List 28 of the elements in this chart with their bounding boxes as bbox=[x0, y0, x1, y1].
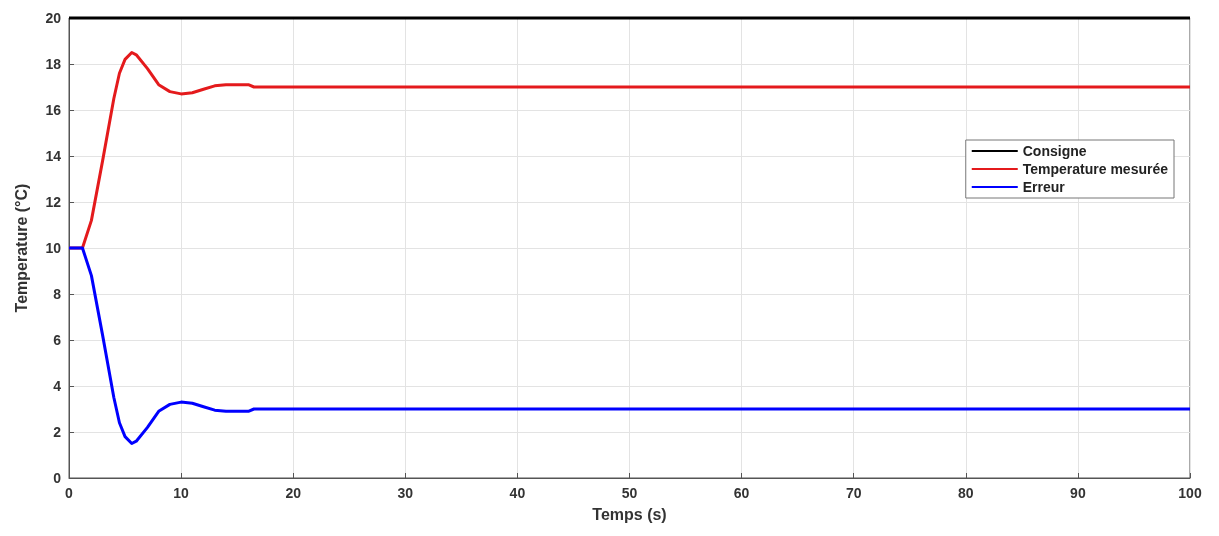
x-tick-label: 70 bbox=[845, 485, 862, 501]
line-series bbox=[67, 246, 1192, 445]
legend-label: Erreur bbox=[1022, 179, 1066, 195]
y-tick-label: 18 bbox=[45, 56, 62, 72]
x-axis-title: Temps (s) bbox=[592, 505, 667, 523]
y-tick-label: 20 bbox=[45, 10, 62, 26]
y-axis-title: Temperature (°C) bbox=[12, 183, 30, 313]
x-tick-label: 30 bbox=[397, 485, 414, 501]
legend-label: Consigne bbox=[1022, 143, 1087, 159]
y-tick-label: 8 bbox=[53, 286, 62, 302]
x-tick-label: 90 bbox=[1070, 485, 1086, 501]
x-tick-label: 100 bbox=[1178, 485, 1202, 501]
x-tick-label: 20 bbox=[285, 485, 302, 501]
y-tick-label: 0 bbox=[53, 470, 62, 486]
x-tick-label: 40 bbox=[509, 485, 526, 501]
y-tick-label: 6 bbox=[53, 332, 62, 348]
y-tick-label: 10 bbox=[45, 240, 62, 256]
y-tick-label: 12 bbox=[45, 194, 62, 210]
y-tick-label: 16 bbox=[45, 102, 62, 118]
y-tick-label: 4 bbox=[53, 378, 62, 394]
y-tick-label: 2 bbox=[53, 424, 62, 440]
x-tick-label: 0 bbox=[65, 485, 74, 501]
x-tick-label: 50 bbox=[621, 485, 638, 501]
x-tick-label: 80 bbox=[958, 485, 974, 501]
legend-label: Temperature mesurée bbox=[1022, 161, 1169, 177]
y-tick-label: 14 bbox=[45, 148, 62, 164]
x-tick-label: 60 bbox=[733, 485, 750, 501]
x-tick-label: 10 bbox=[173, 485, 190, 501]
